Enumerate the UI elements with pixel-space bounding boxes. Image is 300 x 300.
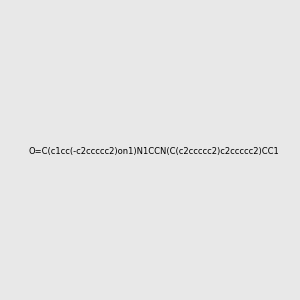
- Text: O=C(c1cc(-c2ccccc2)on1)N1CCN(C(c2ccccc2)c2ccccc2)CC1: O=C(c1cc(-c2ccccc2)on1)N1CCN(C(c2ccccc2)…: [28, 147, 279, 156]
